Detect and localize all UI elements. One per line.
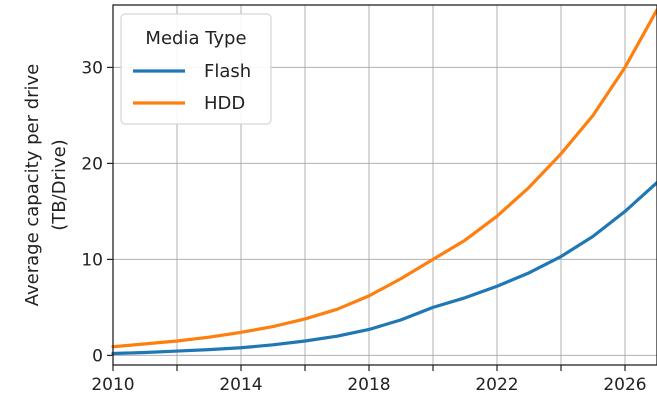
legend-title: Media Type [145, 28, 246, 49]
y-tick-label: 10 [81, 250, 103, 270]
plot-frame [112, 4, 657, 366]
series-line-flash [111, 181, 657, 356]
series-line-hdd [111, 8, 657, 349]
ticks: 2010 2014 2018 2022 2026 0 10 20 30 [81, 58, 646, 395]
y-axis-title: Average capacity per drive (TB/Drive) [22, 64, 70, 307]
y-tick-label: 20 [81, 154, 103, 174]
y-axis-title-line: Average capacity per drive [22, 64, 43, 307]
y-tick-label: 30 [81, 58, 103, 78]
legend-label-flash: Flash [204, 61, 251, 82]
y-axis-title-line: (TB/Drive) [49, 139, 70, 230]
x-tick-label: 2010 [91, 375, 134, 395]
legend-box [120, 13, 272, 125]
legend: Media Type Flash HDD [120, 13, 272, 125]
legend-label-hdd: HDD [204, 93, 245, 114]
series-layer [111, 8, 657, 356]
y-tick-label: 0 [92, 346, 103, 366]
x-tick-label: 2026 [603, 375, 646, 395]
x-tick-label: 2018 [347, 375, 390, 395]
x-tick-label: 2014 [219, 375, 262, 395]
x-tick-label: 2022 [475, 375, 518, 395]
